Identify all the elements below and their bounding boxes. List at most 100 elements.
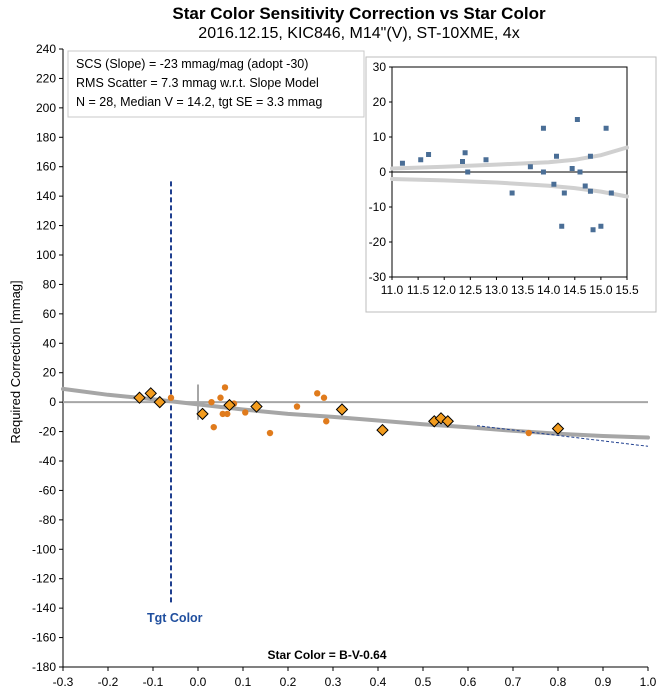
x-tick-label: -0.2 xyxy=(98,675,119,689)
y-axis-label: Required Correction [mmag] xyxy=(8,280,23,443)
inset-data-point xyxy=(559,223,565,229)
main-data-marks xyxy=(133,384,565,437)
inset-data-point xyxy=(577,169,583,175)
inset-data-point xyxy=(603,125,609,131)
x-tick-label: 0.1 xyxy=(235,675,252,689)
data-point xyxy=(242,409,249,416)
y-tick-label: 60 xyxy=(43,307,57,321)
x-tick-label: 0.9 xyxy=(595,675,612,689)
inset-x-tick-label: 15.5 xyxy=(615,283,639,297)
inset-x-tick-label: 13.5 xyxy=(511,283,535,297)
inset-data-point xyxy=(569,166,575,171)
data-point-diamond xyxy=(223,398,236,412)
inset-data-point xyxy=(483,157,489,163)
data-point xyxy=(167,394,175,401)
x-tick-label: 1.0 xyxy=(640,675,657,689)
y-tick-label: -60 xyxy=(39,483,57,497)
data-point xyxy=(217,394,224,401)
inset-y-tick-label: -30 xyxy=(369,270,387,284)
y-tick-label: 100 xyxy=(36,248,56,262)
inset-data-point xyxy=(465,169,471,175)
y-tick-label: -40 xyxy=(39,454,57,468)
inset-data-point xyxy=(590,227,596,233)
x-tick-label: 0.4 xyxy=(370,675,387,689)
y-tick-label: 140 xyxy=(36,189,56,203)
x-tick-label: 0.5 xyxy=(415,675,432,689)
y-tick-label: 80 xyxy=(43,277,57,291)
inset-y-tick-label: -10 xyxy=(369,200,387,214)
data-point xyxy=(320,394,328,401)
data-point-diamond xyxy=(144,387,157,400)
inset-data-point xyxy=(509,190,515,196)
y-tick-label: 160 xyxy=(36,160,56,174)
data-point xyxy=(314,390,321,397)
inset-data-point xyxy=(527,164,533,170)
data-point xyxy=(210,423,217,431)
inset-x-tick-label: 11.0 xyxy=(381,283,404,297)
inset-lower-band xyxy=(390,177,629,199)
inset-data-point xyxy=(460,159,465,164)
y-tick-label: -140 xyxy=(32,601,56,615)
inset-data-point xyxy=(582,183,588,189)
inset-data-point xyxy=(462,150,468,156)
data-point xyxy=(525,429,532,437)
inset-data-point xyxy=(587,153,593,159)
inset-data-point xyxy=(426,152,432,157)
inset-data-point xyxy=(399,160,405,166)
data-point-diamond xyxy=(196,407,209,421)
chart-title: Star Color Sensitivity Correction vs Sta… xyxy=(172,4,546,23)
data-point-diamond xyxy=(441,415,454,428)
inset-y-tick-label: -20 xyxy=(369,235,387,249)
data-point-diamond xyxy=(335,403,349,416)
inset-y-tick-label: 20 xyxy=(373,95,387,109)
inset-data-point xyxy=(598,223,604,229)
y-tick-label: -20 xyxy=(39,425,57,439)
x-tick-label: 0.0 xyxy=(190,675,207,689)
y-tick-label: 120 xyxy=(36,219,56,233)
data-point xyxy=(221,384,229,391)
y-tick-label: 220 xyxy=(36,71,56,85)
x-tick-label: 0.6 xyxy=(460,675,477,689)
data-point xyxy=(224,410,231,418)
data-point-diamond xyxy=(250,400,263,413)
data-point xyxy=(208,398,215,406)
y-tick-label: 20 xyxy=(43,366,57,380)
inset-axes xyxy=(389,66,628,280)
data-point-diamond xyxy=(376,423,389,437)
inset-y-tick-label: 0 xyxy=(379,165,386,179)
x-tick-label: -0.3 xyxy=(53,675,74,689)
inset-data-point xyxy=(561,190,567,196)
inset-data-point xyxy=(418,157,424,163)
inset-x-tick-label: 12.5 xyxy=(459,283,483,297)
x-axis-label: Star Color = B-V-0.64 xyxy=(267,648,386,662)
data-point xyxy=(293,403,301,410)
y-tick-label: -180 xyxy=(32,660,56,674)
inset-x-tick-label: 11.5 xyxy=(407,283,430,297)
inset-x-tick-label: 12.0 xyxy=(433,283,457,297)
y-tick-label: 40 xyxy=(43,336,57,350)
y-tick-label: 240 xyxy=(36,42,56,56)
inset-x-tick-label: 15.0 xyxy=(589,283,613,297)
x-tick-label: 0.8 xyxy=(550,675,567,689)
x-tick-label: 0.7 xyxy=(505,675,522,689)
x-tick-label: 0.2 xyxy=(280,675,297,689)
annotation-box xyxy=(67,50,365,118)
inset-data-point xyxy=(540,125,546,131)
annotation-line-3: N = 28, Median V = 14.2, tgt SE = 3.3 mm… xyxy=(76,95,322,109)
x-tick-label: 0.3 xyxy=(325,675,342,689)
main-tick-labels: 240220200180160140120100806040200-20-40-… xyxy=(32,42,657,689)
data-point-diamond xyxy=(133,391,146,404)
inset-data-point xyxy=(540,169,546,175)
data-point-diamond xyxy=(153,395,166,409)
inset-data-point xyxy=(551,181,557,187)
target-color-label: Tgt Color xyxy=(147,611,203,625)
inset-y-tick-label: 10 xyxy=(373,130,387,144)
inset-y-tick-label: 30 xyxy=(373,60,387,74)
y-tick-label: -160 xyxy=(32,631,56,645)
inset-x-tick-label: 13.0 xyxy=(485,283,509,297)
inset-data-point xyxy=(574,117,580,122)
data-point xyxy=(219,410,226,418)
y-tick-label: 0 xyxy=(49,395,56,409)
